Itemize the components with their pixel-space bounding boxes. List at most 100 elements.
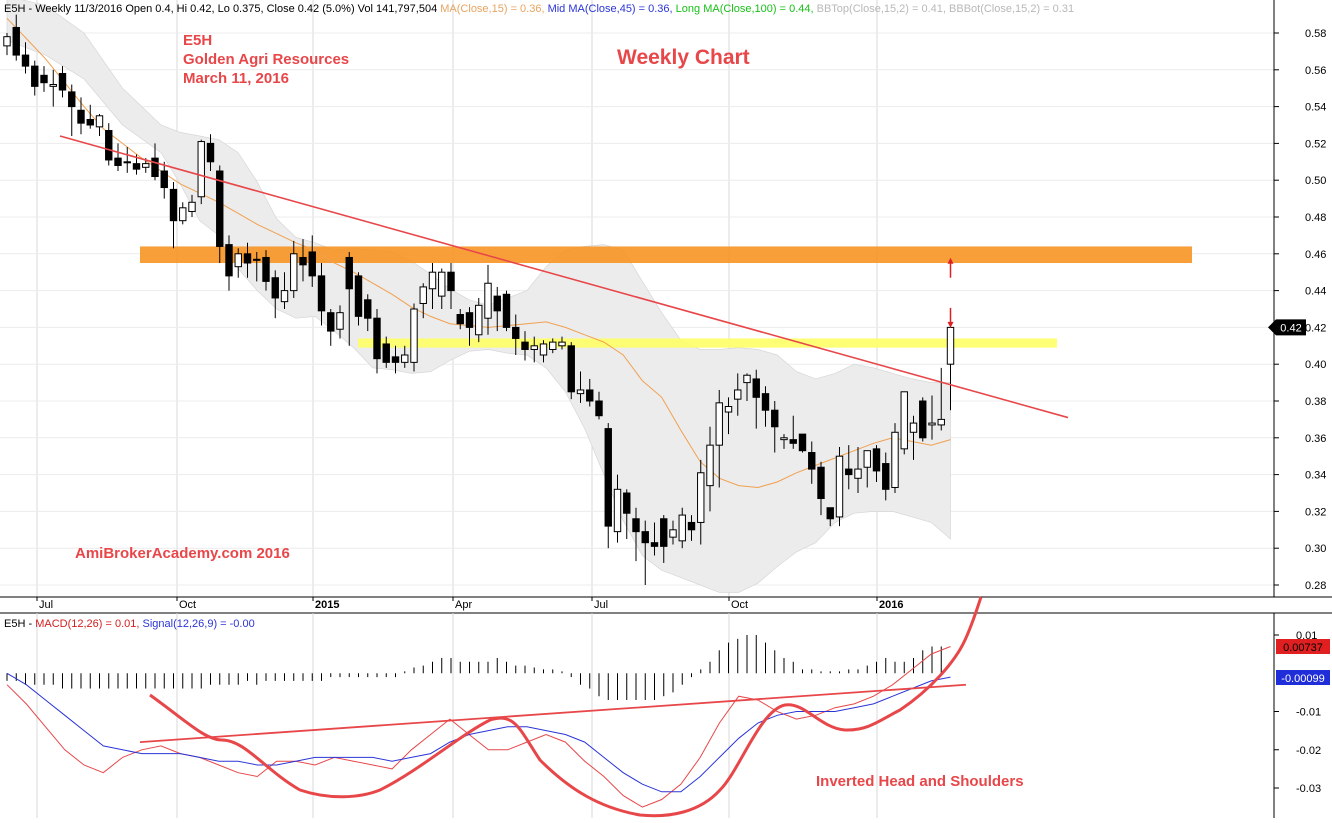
annotation-ticker: E5H — [183, 32, 212, 49]
candle-body-4 — [40, 74, 48, 84]
candle-body-35 — [327, 312, 335, 332]
candle-body-24 — [225, 244, 233, 277]
candle-body-73 — [678, 514, 686, 542]
candle-34 — [317, 263, 326, 326]
header-bb-bot: BBBot(Close,15,2) = 0.31 — [949, 3, 1074, 15]
candle-33 — [308, 235, 316, 287]
candle-body-51 — [475, 304, 483, 336]
support-zone — [358, 338, 1057, 348]
price-tick-label-0: 0.58 — [1305, 28, 1326, 40]
candle-body-79 — [734, 389, 742, 400]
candle-body-77 — [715, 402, 723, 446]
candle-body-16 — [151, 157, 159, 178]
time-label-6: 2016 — [879, 599, 903, 611]
candle-body-20 — [188, 201, 196, 212]
macd-line — [6, 646, 951, 808]
candle-77 — [715, 389, 723, 488]
candle-25 — [234, 248, 242, 278]
price-tick-label-3: 0.52 — [1305, 138, 1326, 150]
candle-11 — [105, 123, 113, 166]
resistance-zone — [140, 246, 1192, 263]
candle-body-74 — [687, 521, 696, 531]
candle-94 — [872, 445, 881, 482]
candle-69 — [641, 520, 649, 585]
candle-54 — [502, 290, 511, 332]
candle-body-27 — [253, 258, 261, 261]
macd-value-tag-text: 0.00737 — [1283, 642, 1323, 654]
candle-74 — [687, 515, 696, 541]
candle-70 — [650, 522, 659, 556]
candle-13 — [123, 147, 131, 173]
candle-38 — [354, 272, 363, 326]
price-tick-label-13: 0.32 — [1305, 506, 1326, 518]
time-label-2: 2015 — [315, 599, 339, 611]
candle-body-76 — [706, 444, 714, 487]
candle-body-10 — [95, 115, 104, 128]
macd-header-macd: MACD(12,26) = 0.01, — [35, 618, 139, 630]
candle-body-28 — [262, 256, 270, 282]
candle-17 — [160, 161, 168, 199]
candle-body-99 — [919, 400, 927, 439]
candle-body-3 — [31, 65, 39, 87]
candle-body-23 — [216, 170, 224, 247]
candle-body-13 — [123, 161, 131, 164]
macd-tick-label-1: -0.01 — [1296, 707, 1321, 719]
time-label-4: Jul — [594, 599, 608, 611]
macd-axis: 0.01-0.01-0.02-0.03 — [1274, 630, 1321, 795]
candle-40 — [373, 309, 381, 374]
price-header: E5H - Weekly 11/3/2016 Open 0.4, Hi 0.42… — [4, 3, 1074, 15]
candle-body-98 — [909, 422, 918, 433]
time-label-3: Apr — [455, 599, 472, 611]
candle-68 — [632, 507, 640, 562]
candle-body-25 — [234, 253, 242, 268]
candle-91 — [845, 445, 853, 490]
candle-50 — [465, 307, 474, 346]
candle-62 — [576, 371, 585, 403]
candle-body-67 — [623, 492, 631, 514]
price-tick-label-7: 0.44 — [1305, 286, 1326, 298]
arrow-up-head — [947, 257, 954, 264]
candle-body-61 — [567, 345, 575, 393]
macd-tick-label-3: -0.03 — [1296, 783, 1321, 795]
candle-9 — [86, 104, 94, 129]
candle-101 — [937, 367, 945, 431]
signal-value-tag-text: -0.00099 — [1281, 673, 1324, 685]
header-symbol: E5H — [4, 3, 25, 15]
candle-5 — [49, 69, 57, 107]
candle-body-49 — [456, 314, 464, 325]
signal-value-tag-box — [1276, 670, 1330, 685]
candle-body-44 — [410, 308, 418, 363]
macd-header: E5H - MACD(12,26) = 0.01, Signal(12,26,9… — [4, 618, 255, 630]
candle-56 — [521, 331, 529, 361]
candle-1 — [12, 14, 20, 61]
candle-body-29 — [271, 277, 279, 299]
candle-31 — [290, 240, 298, 298]
candle-body-66 — [613, 488, 622, 533]
candle-body-7 — [68, 91, 76, 108]
candle-body-68 — [632, 518, 640, 533]
candle-80 — [743, 373, 751, 401]
candle-79 — [734, 373, 742, 416]
header-period: Weekly — [35, 3, 71, 15]
candle-body-46 — [428, 271, 437, 290]
candle-body-26 — [243, 253, 252, 264]
chart-title: Weekly Chart — [617, 46, 750, 69]
price-tick-label-4: 0.50 — [1305, 175, 1326, 187]
candle-body-47 — [438, 271, 446, 297]
candle-96 — [891, 423, 899, 493]
candle-88 — [817, 461, 825, 516]
candle-12 — [114, 143, 122, 171]
candle-51 — [475, 297, 483, 343]
candle-body-32 — [299, 256, 307, 266]
candle-23 — [216, 165, 224, 263]
candle-body-96 — [891, 431, 899, 488]
candle-10 — [95, 113, 104, 137]
inverted-head-shoulders-sketch — [149, 596, 983, 818]
candle-body-50 — [465, 312, 474, 328]
candle-78 — [724, 397, 733, 435]
time-axis: Jul Oct 2015 Apr Jul Oct 2016 — [36, 597, 903, 611]
candle-95 — [882, 452, 890, 501]
candle-7 — [68, 84, 76, 137]
